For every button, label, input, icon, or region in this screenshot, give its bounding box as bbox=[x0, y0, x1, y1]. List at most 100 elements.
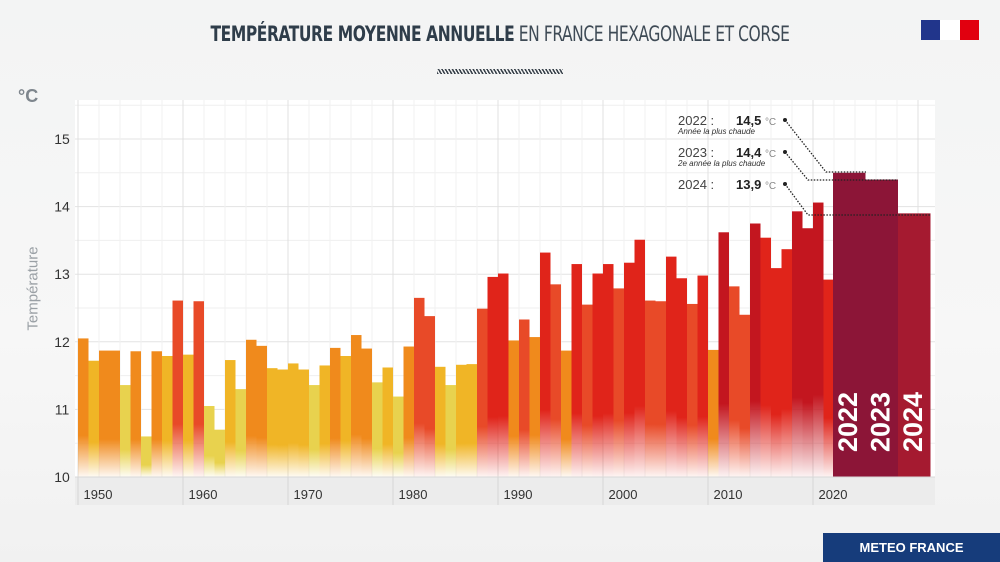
bar-2008: 2008: 12.56 bbox=[687, 303, 698, 477]
bar-1994: 1994: 13.32 bbox=[540, 252, 551, 477]
annotation-year: 2024 : bbox=[678, 177, 715, 192]
bar-1964: 1964: 11.73 bbox=[225, 360, 236, 477]
bar-1950: 1950: 12.05 bbox=[78, 338, 89, 477]
bar-1961: 1961: 12.6 bbox=[193, 301, 204, 477]
title-light: EN FRANCE HEXAGONALE ET CORSE bbox=[518, 22, 790, 46]
annotation-unit: °C bbox=[764, 117, 777, 128]
annotation-note: 2e année la plus chaude bbox=[678, 159, 766, 168]
bar-1965: 1965: 11.3 bbox=[235, 389, 246, 477]
bar-1999: 1999: 13.01 bbox=[592, 273, 603, 477]
bar-2020: 2020: 14.06 bbox=[813, 202, 824, 477]
bar-2001: 2001: 12.79 bbox=[613, 288, 624, 477]
bar-1995: 1995: 12.85 bbox=[550, 284, 561, 477]
bar-1990: 1990: 13.01 bbox=[498, 273, 509, 477]
bar-1969: 1969: 11.59 bbox=[277, 369, 288, 477]
bar-1979: 1979: 11.62 bbox=[382, 367, 393, 477]
leader-line bbox=[784, 183, 930, 216]
bar-1953: 1953: 11.87 bbox=[109, 350, 120, 477]
bar-1954: 1954: 11.36 bbox=[120, 385, 131, 477]
bar-1997: 1997: 13.15 bbox=[571, 264, 582, 477]
x-tick-label: 1970 bbox=[294, 487, 323, 502]
bar-1973: 1973: 11.65 bbox=[319, 365, 330, 477]
bar-2002: 2002: 13.17 bbox=[624, 262, 635, 477]
bar-1975: 1975: 11.79 bbox=[340, 355, 351, 477]
bar-1978: 1978: 11.4 bbox=[372, 382, 383, 477]
annotation-year: 2022 : bbox=[678, 113, 715, 128]
x-axis-band bbox=[75, 477, 935, 505]
bar-1993: 1993: 12.07 bbox=[529, 337, 540, 477]
republique-francaise-logo bbox=[921, 20, 979, 40]
annotation-2024: 2024 : 13,9 °C bbox=[678, 177, 776, 192]
bar-1970: 1970: 11.68 bbox=[288, 363, 299, 477]
y-tick-label: 15 bbox=[54, 131, 70, 147]
bar-2007: 2007: 12.94 bbox=[676, 278, 687, 477]
highlight-year-label: 2023 bbox=[866, 392, 896, 452]
y-tick-label: 14 bbox=[54, 199, 70, 215]
leader-line bbox=[784, 151, 898, 181]
bar-2009: 2009: 12.98 bbox=[697, 275, 708, 477]
bar-2018: 2018: 13.93 bbox=[792, 211, 803, 477]
chart-title: TEMPÉRATURE MOYENNE ANNUELLE EN FRANCE H… bbox=[90, 22, 910, 46]
bar-2019: 2019: 13.68 bbox=[802, 228, 813, 477]
bar-1977: 1977: 11.9 bbox=[361, 348, 372, 477]
bar-1983: 1983: 12.38 bbox=[424, 316, 435, 477]
x-tick-label: 1950 bbox=[84, 487, 113, 502]
bar-1972: 1972: 11.36 bbox=[309, 385, 320, 477]
y-tick-label: 13 bbox=[54, 266, 70, 282]
title-underline-decoration bbox=[437, 69, 563, 74]
bar-1966: 1966: 12.03 bbox=[246, 339, 257, 477]
x-tick-label: 2000 bbox=[609, 487, 638, 502]
bar-2012: 2012: 12.82 bbox=[729, 286, 740, 477]
bar-1986: 1986: 11.66 bbox=[456, 364, 467, 477]
bar-2003: 2003: 13.51 bbox=[634, 239, 645, 477]
annotation-note: Année la plus chaude bbox=[678, 127, 755, 136]
bar-2017: 2017: 13.37 bbox=[781, 249, 792, 477]
y-tick-label: 10 bbox=[54, 469, 70, 485]
annotation-value: 14,5 bbox=[736, 113, 762, 128]
bar-1976: 1976: 12.1 bbox=[351, 335, 362, 477]
highlight-year-label: 2024 bbox=[898, 392, 928, 452]
leader-line bbox=[784, 119, 866, 173]
bar-1984: 1984: 11.63 bbox=[435, 366, 446, 477]
bar-2005: 2005: 12.6 bbox=[655, 301, 666, 477]
annotation-year: 2023 : bbox=[678, 145, 715, 160]
highlight-year-label: 2022 bbox=[833, 392, 863, 452]
bar-1992: 1992: 12.33 bbox=[519, 319, 530, 477]
bar-1956: 1956: 10.6 bbox=[141, 436, 152, 477]
bar-1985: 1985: 11.36 bbox=[445, 385, 456, 477]
bar-2014: 2014: 13.75 bbox=[750, 223, 761, 477]
bar-2021: 2021: 12.92 bbox=[823, 279, 834, 477]
bar-1989: 1989: 12.96 bbox=[487, 276, 498, 477]
bar-2022: 2022: 14.5 bbox=[833, 172, 866, 478]
bar-2006: 2006: 13.26 bbox=[666, 256, 677, 477]
bar-2000: 2000: 13.15 bbox=[603, 264, 614, 477]
bar-2013: 2013: 12.4 bbox=[739, 314, 750, 477]
bar-1974: 1974: 11.91 bbox=[330, 347, 341, 477]
bar-2011: 2011: 13.62 bbox=[718, 232, 729, 477]
bar-1996: 1996: 11.87 bbox=[561, 350, 572, 477]
annotation-value: 14,4 bbox=[736, 145, 762, 160]
bar-2010: 2010: 11.88 bbox=[708, 349, 719, 477]
x-tick-label: 1980 bbox=[399, 487, 428, 502]
bar-1968: 1968: 11.61 bbox=[267, 368, 278, 477]
annotation-unit: °C bbox=[764, 181, 777, 192]
bar-1952: 1952: 11.87 bbox=[99, 350, 110, 477]
x-tick-label: 2010 bbox=[714, 487, 743, 502]
bar-1988: 1988: 12.49 bbox=[477, 308, 488, 477]
y-unit-label: °C bbox=[18, 86, 39, 106]
bar-1967: 1967: 11.94 bbox=[256, 345, 267, 477]
bar-2024: 2024: 13.9 bbox=[898, 213, 931, 478]
meteo-france-badge: METEO FRANCE bbox=[823, 533, 1000, 562]
bar-2004: 2004: 12.61 bbox=[645, 300, 656, 477]
bar-1981: 1981: 11.93 bbox=[403, 346, 414, 477]
y-tick-label: 12 bbox=[54, 334, 70, 350]
bar-2016: 2016: 13.09 bbox=[771, 268, 782, 477]
bar-2015: 2015: 13.54 bbox=[760, 237, 771, 477]
bar-1962: 1962: 11.05 bbox=[204, 406, 215, 477]
bar-1991: 1991: 12.02 bbox=[508, 340, 519, 477]
bar-1971: 1971: 11.59 bbox=[298, 369, 309, 477]
x-tick-label: 2020 bbox=[819, 487, 848, 502]
bar-2023: 2023: 14.4 bbox=[865, 179, 898, 477]
bar-1980: 1980: 11.19 bbox=[393, 396, 404, 477]
